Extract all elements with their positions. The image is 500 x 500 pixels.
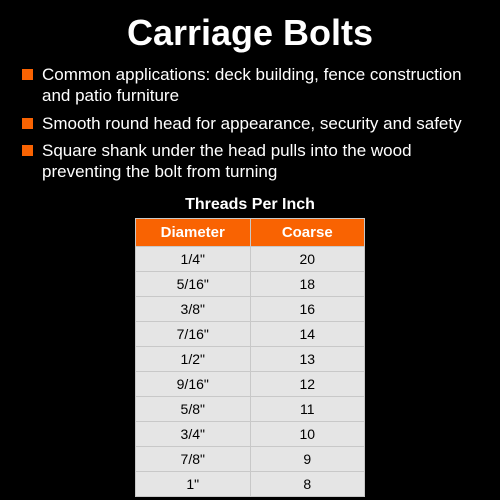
cell-coarse: 16: [250, 297, 365, 322]
bullet-item: Smooth round head for appearance, securi…: [22, 113, 478, 134]
col-coarse: Coarse: [250, 219, 365, 247]
table-row: 1/2"13: [136, 347, 365, 372]
cell-diameter: 3/4": [136, 422, 251, 447]
page-title: Carriage Bolts: [22, 12, 478, 54]
table-header-row: Diameter Coarse: [136, 219, 365, 247]
cell-coarse: 13: [250, 347, 365, 372]
table-row: 1"8: [136, 472, 365, 497]
table-row: 5/8"11: [136, 397, 365, 422]
cell-diameter: 9/16": [136, 372, 251, 397]
cell-diameter: 5/8": [136, 397, 251, 422]
cell-diameter: 7/8": [136, 447, 251, 472]
threads-table: Diameter Coarse 1/4"20 5/16"18 3/8"16 7/…: [135, 218, 365, 497]
cell-coarse: 18: [250, 272, 365, 297]
cell-diameter: 7/16": [136, 322, 251, 347]
cell-coarse: 8: [250, 472, 365, 497]
col-diameter: Diameter: [136, 219, 251, 247]
cell-coarse: 12: [250, 372, 365, 397]
table-row: 3/4"10: [136, 422, 365, 447]
table-row: 3/8"16: [136, 297, 365, 322]
bullet-list: Common applications: deck building, fenc…: [22, 64, 478, 182]
cell-coarse: 10: [250, 422, 365, 447]
bullet-item: Square shank under the head pulls into t…: [22, 140, 478, 183]
infographic-container: Carriage Bolts Common applications: deck…: [0, 0, 500, 497]
cell-diameter: 1/4": [136, 247, 251, 272]
table-wrapper: Threads Per Inch Diameter Coarse 1/4"20 …: [135, 196, 365, 497]
table-body: 1/4"20 5/16"18 3/8"16 7/16"14 1/2"13 9/1…: [136, 247, 365, 497]
table-row: 5/16"18: [136, 272, 365, 297]
cell-coarse: 20: [250, 247, 365, 272]
cell-coarse: 9: [250, 447, 365, 472]
table-row: 1/4"20: [136, 247, 365, 272]
cell-coarse: 14: [250, 322, 365, 347]
cell-diameter: 3/8": [136, 297, 251, 322]
cell-coarse: 11: [250, 397, 365, 422]
table-row: 7/16"14: [136, 322, 365, 347]
cell-diameter: 5/16": [136, 272, 251, 297]
table-row: 9/16"12: [136, 372, 365, 397]
table-row: 7/8"9: [136, 447, 365, 472]
cell-diameter: 1": [136, 472, 251, 497]
bullet-item: Common applications: deck building, fenc…: [22, 64, 478, 107]
table-title: Threads Per Inch: [135, 196, 365, 214]
cell-diameter: 1/2": [136, 347, 251, 372]
